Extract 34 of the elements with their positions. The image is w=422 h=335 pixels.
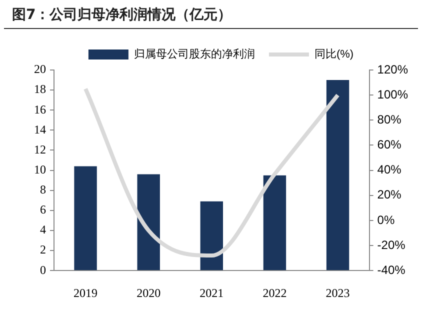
- y2-tick-label: -20%: [377, 238, 406, 252]
- x-tick-label: 2019: [74, 286, 98, 300]
- bar: [263, 175, 286, 270]
- chart-title: 图7：公司归母净利润情况（亿元）: [4, 0, 418, 29]
- y-tick-label: 16: [34, 102, 46, 116]
- y2-tick-label: 80%: [377, 112, 402, 126]
- x-tick-label: 2022: [262, 286, 287, 300]
- bar: [74, 166, 97, 270]
- x-tick-label: 2021: [200, 286, 224, 300]
- y-tick-label: 0: [40, 262, 46, 277]
- y-tick-label: 14: [34, 122, 46, 136]
- x-tick-label: 2023: [326, 286, 350, 300]
- y-tick-label: 8: [40, 182, 46, 197]
- y2-tick-label: 0%: [377, 212, 395, 227]
- y2-tick-label: 120%: [377, 62, 408, 76]
- legend-label: 同比(%): [314, 48, 354, 61]
- y-tick-label: 6: [40, 202, 46, 217]
- y-tick-label: 2: [40, 242, 46, 257]
- bar: [326, 80, 350, 270]
- y-tick-label: 20: [34, 62, 46, 76]
- y-tick-label: 4: [40, 222, 46, 237]
- y-tick-label: 18: [34, 82, 46, 96]
- bar: [200, 201, 224, 270]
- bar: [137, 174, 160, 270]
- line-series: [84, 86, 340, 258]
- y2-tick-label: 20%: [377, 188, 402, 202]
- y2-tick-label: 100%: [377, 87, 408, 102]
- y-tick-label: 10: [34, 162, 46, 176]
- x-tick-label: 2020: [136, 286, 161, 300]
- legend-label: 归属母公司股东的净利润: [134, 48, 255, 61]
- y2-tick-label: 60%: [377, 138, 402, 152]
- y-tick-label: 12: [34, 142, 46, 156]
- y2-tick-label: -40%: [377, 262, 406, 277]
- y2-tick-label: 40%: [377, 162, 402, 177]
